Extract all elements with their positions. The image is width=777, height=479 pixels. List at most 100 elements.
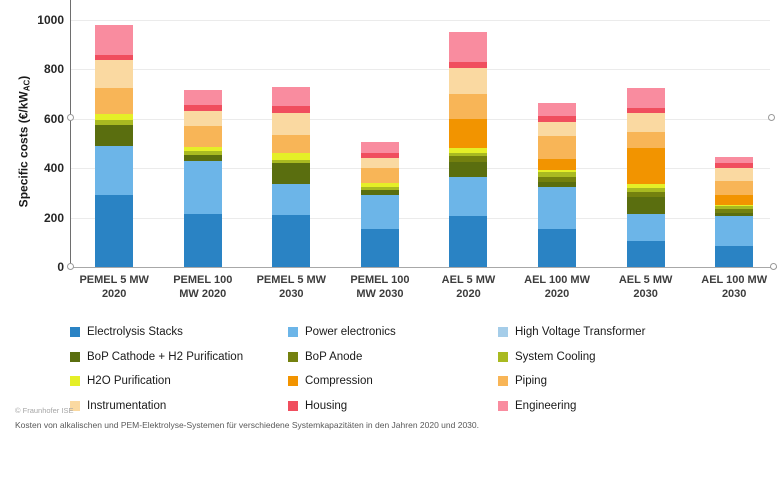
bar-segment[interactable]	[95, 195, 134, 267]
bar-segment[interactable]	[449, 61, 488, 69]
bar-segment[interactable]	[272, 159, 311, 164]
bar-segment[interactable]	[272, 153, 311, 160]
bar-segment[interactable]	[626, 87, 665, 108]
bar-segment[interactable]	[360, 190, 399, 196]
selection-handle-left-bottom[interactable]	[67, 263, 74, 270]
bar-segment[interactable]	[360, 142, 399, 154]
bar-segment[interactable]	[538, 159, 577, 171]
bar-segment[interactable]	[626, 148, 665, 185]
bar-segment[interactable]	[95, 145, 134, 196]
bar-segment[interactable]	[715, 194, 754, 206]
bar-segment[interactable]	[360, 168, 399, 183]
selection-handle-right-middle[interactable]	[768, 114, 775, 121]
bar-segment[interactable]	[360, 158, 399, 169]
bar-segment[interactable]	[95, 113, 134, 121]
bar-segment[interactable]	[95, 124, 134, 146]
bar-segment[interactable]	[360, 195, 399, 229]
bar-segment[interactable]	[538, 122, 577, 136]
legend-swatch-icon	[288, 376, 298, 387]
legend-item[interactable]: BoP Anode	[288, 345, 498, 370]
bar-segment[interactable]	[538, 172, 577, 177]
legend-item[interactable]: High Voltage Transformer	[498, 320, 730, 345]
bar-segment[interactable]	[449, 153, 488, 156]
bar-segment[interactable]	[715, 168, 754, 182]
selection-handle-right-bottom[interactable]	[770, 263, 777, 270]
bar-segment[interactable]	[538, 135, 577, 160]
bar-segment[interactable]	[538, 115, 577, 122]
bar-segment[interactable]	[626, 196, 665, 214]
bar-segment[interactable]	[538, 102, 577, 116]
bar-segment[interactable]	[272, 112, 311, 135]
bar-segment[interactable]	[715, 216, 754, 246]
bar-segment[interactable]	[538, 176, 577, 183]
bar-segment[interactable]	[272, 86, 311, 107]
bar-segment[interactable]	[538, 228, 577, 267]
bar-segment[interactable]	[715, 157, 754, 164]
bar-segment[interactable]	[449, 162, 488, 177]
bar-segment[interactable]	[715, 206, 754, 210]
bar-segment[interactable]	[715, 209, 754, 214]
bar-segment[interactable]	[95, 59, 134, 88]
bar-segment[interactable]	[183, 90, 222, 106]
bar-segment[interactable]	[360, 153, 399, 159]
bar-segment[interactable]	[449, 148, 488, 154]
legend-item[interactable]: System Cooling	[498, 345, 730, 370]
bar-segment[interactable]	[626, 184, 665, 188]
bar-segment[interactable]	[626, 213, 665, 242]
legend-item[interactable]: Power electronics	[288, 320, 498, 345]
legend-item[interactable]: Electrolysis Stacks	[70, 320, 288, 345]
y-tick-label: 0	[57, 260, 64, 274]
bar-segment[interactable]	[626, 187, 665, 192]
bar-segment[interactable]	[183, 154, 222, 161]
bar-segment[interactable]	[538, 186, 577, 229]
bar-segment[interactable]	[449, 176, 488, 217]
bar-segment[interactable]	[715, 163, 754, 169]
bar-segment[interactable]	[626, 112, 665, 133]
bar-segment[interactable]	[95, 87, 134, 114]
bar-segment[interactable]	[449, 32, 488, 62]
bar-segment[interactable]	[626, 107, 665, 113]
bar-segment[interactable]	[272, 163, 311, 185]
bar-segment[interactable]	[183, 147, 222, 151]
bar-segment[interactable]	[538, 182, 577, 187]
bar-segment[interactable]	[538, 170, 577, 173]
bar-segment[interactable]	[272, 215, 311, 267]
legend-item[interactable]: Piping	[498, 369, 730, 394]
legend-item[interactable]: Compression	[288, 369, 498, 394]
selection-handle-left-middle[interactable]	[67, 114, 74, 121]
bar-segment[interactable]	[272, 134, 311, 154]
bar-segment[interactable]	[95, 54, 134, 60]
bar-segment[interactable]	[360, 183, 399, 187]
bar-segment[interactable]	[715, 246, 754, 267]
legend-item[interactable]: Instrumentation	[70, 394, 288, 419]
legend-item[interactable]: BoP Cathode + H2 Purification	[70, 345, 288, 370]
bar-segment[interactable]	[449, 155, 488, 163]
bar-segment[interactable]	[626, 132, 665, 149]
bar-segment[interactable]	[183, 111, 222, 127]
bar-segment[interactable]	[715, 213, 754, 217]
bar-segment[interactable]	[715, 205, 754, 207]
bar-segment[interactable]	[360, 228, 399, 267]
bar-segment[interactable]	[183, 160, 222, 214]
bar-segment[interactable]	[272, 184, 311, 216]
bar-segment[interactable]	[449, 94, 488, 119]
legend-swatch-icon	[288, 327, 298, 338]
bar-segment[interactable]	[449, 216, 488, 267]
bar-segment[interactable]	[183, 105, 222, 112]
legend-swatch-icon	[498, 351, 508, 362]
bar-segment[interactable]	[449, 68, 488, 95]
bar-segment[interactable]	[95, 24, 134, 55]
bar-segment[interactable]	[95, 120, 134, 125]
bar-segment[interactable]	[626, 241, 665, 267]
bar-segment[interactable]	[183, 150, 222, 155]
bar-segment[interactable]	[272, 106, 311, 113]
bar-segment[interactable]	[360, 186, 399, 191]
bar-segment[interactable]	[183, 213, 222, 267]
legend-item[interactable]: Housing	[288, 394, 498, 419]
legend-item[interactable]: Engineering	[498, 394, 730, 419]
bar-segment[interactable]	[183, 126, 222, 148]
bar-segment[interactable]	[449, 118, 488, 149]
legend-item[interactable]: H2O Purification	[70, 369, 288, 394]
bar-segment[interactable]	[715, 181, 754, 195]
bar-segment[interactable]	[626, 191, 665, 197]
